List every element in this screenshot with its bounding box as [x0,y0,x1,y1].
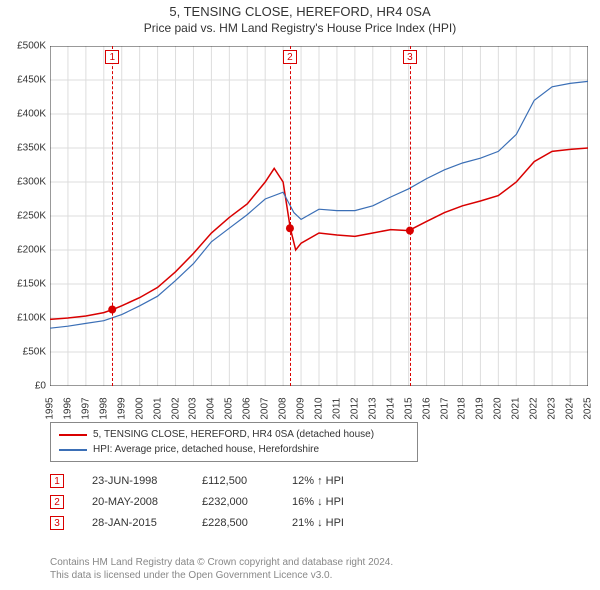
x-tick-label: 2019 [475,395,486,423]
chart-svg [50,46,588,386]
legend-swatch-price-paid [59,434,87,436]
y-tick-label: £150K [4,279,46,290]
y-tick-label: £0 [4,381,46,392]
x-tick-label: 1998 [98,395,109,423]
titles: 5, TENSING CLOSE, HEREFORD, HR4 0SA Pric… [0,0,600,35]
x-tick-label: 2006 [242,395,253,423]
x-tick-label: 2004 [206,395,217,423]
sale-price: £232,000 [202,496,292,508]
sale-date: 20-MAY-2008 [92,496,202,508]
x-tick-label: 2017 [439,395,450,423]
sale-row: 3 28-JAN-2015£228,50021% ↓ HPI [50,516,402,530]
sales-table: 1 23-JUN-1998£112,50012% ↑ HPI 2 20-MAY-200… [50,474,402,537]
y-tick-label: £300K [4,177,46,188]
sale-row: 1 23-JUN-1998£112,50012% ↑ HPI [50,474,402,488]
sale-diff: 21% ↓ HPI [292,517,402,529]
x-tick-label: 2009 [296,395,307,423]
x-tick-label: 2013 [367,395,378,423]
marker-vline [112,46,113,386]
marker-label: 2 [283,50,297,64]
sale-marker-box: 3 [50,516,64,530]
legend-row-price-paid: 5, TENSING CLOSE, HEREFORD, HR4 0SA (det… [59,427,409,442]
x-tick-label: 2008 [278,395,289,423]
sale-price: £112,500 [202,475,292,487]
x-tick-label: 1999 [116,395,127,423]
legend-label-hpi: HPI: Average price, detached house, Here… [93,442,319,457]
x-tick-label: 2014 [385,395,396,423]
marker-label: 3 [403,50,417,64]
legend-row-hpi: HPI: Average price, detached house, Here… [59,442,409,457]
x-tick-label: 2000 [134,395,145,423]
marker-vline [290,46,291,386]
y-tick-label: £500K [4,41,46,52]
chart: £0£50K£100K£150K£200K£250K£300K£350K£400… [50,46,588,386]
marker-label: 1 [105,50,119,64]
x-tick-label: 2005 [224,395,235,423]
y-tick-label: £100K [4,313,46,324]
legend: 5, TENSING CLOSE, HEREFORD, HR4 0SA (det… [50,422,418,462]
sale-row: 2 20-MAY-2008£232,00016% ↓ HPI [50,495,402,509]
x-tick-label: 2021 [511,395,522,423]
footer: Contains HM Land Registry data © Crown c… [50,556,393,582]
x-tick-label: 2003 [188,395,199,423]
title-subtitle: Price paid vs. HM Land Registry's House … [0,21,600,35]
x-tick-label: 2022 [529,395,540,423]
x-tick-label: 1996 [62,395,73,423]
x-tick-label: 2010 [314,395,325,423]
legend-swatch-hpi [59,449,87,451]
footer-line2: This data is licensed under the Open Gov… [50,569,393,582]
x-tick-label: 2001 [152,395,163,423]
y-tick-label: £50K [4,347,46,358]
y-tick-label: £200K [4,245,46,256]
sale-price: £228,500 [202,517,292,529]
y-tick-label: £350K [4,143,46,154]
y-tick-label: £450K [4,75,46,86]
x-tick-label: 1997 [80,395,91,423]
x-tick-label: 2023 [547,395,558,423]
legend-label-price-paid: 5, TENSING CLOSE, HEREFORD, HR4 0SA (det… [93,427,374,442]
title-address: 5, TENSING CLOSE, HEREFORD, HR4 0SA [0,4,600,19]
marker-vline [410,46,411,386]
sale-diff: 16% ↓ HPI [292,496,402,508]
sale-marker-box: 2 [50,495,64,509]
x-tick-label: 2018 [457,395,468,423]
x-tick-label: 2016 [421,395,432,423]
x-tick-label: 2002 [170,395,181,423]
x-tick-label: 1995 [45,395,56,423]
sale-date: 23-JUN-1998 [92,475,202,487]
x-tick-label: 2007 [260,395,271,423]
sale-diff: 12% ↑ HPI [292,475,402,487]
sale-date: 28-JAN-2015 [92,517,202,529]
x-tick-label: 2011 [331,395,342,423]
x-tick-label: 2025 [583,395,594,423]
page: 5, TENSING CLOSE, HEREFORD, HR4 0SA Pric… [0,0,600,590]
x-tick-label: 2012 [349,395,360,423]
y-tick-label: £250K [4,211,46,222]
x-tick-label: 2015 [403,395,414,423]
x-tick-label: 2024 [565,395,576,423]
y-tick-label: £400K [4,109,46,120]
x-tick-label: 2020 [493,395,504,423]
footer-line1: Contains HM Land Registry data © Crown c… [50,556,393,569]
sale-marker-box: 1 [50,474,64,488]
